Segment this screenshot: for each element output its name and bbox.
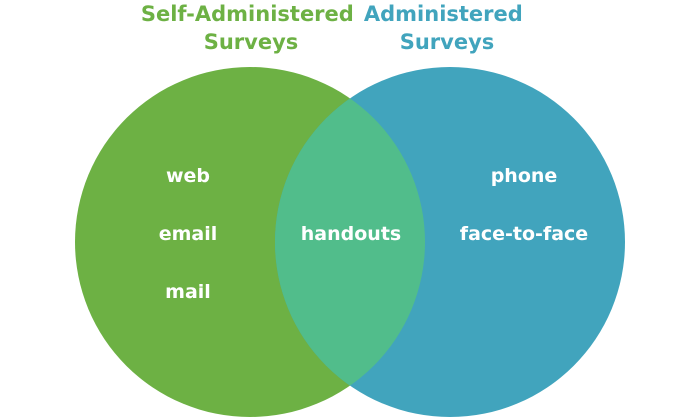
overlap-item-handouts: handouts [301,223,401,245]
left-item-mail: mail [165,281,211,303]
administered-title: Administered Surveys [364,2,530,54]
left-item-web: web [166,165,210,187]
self-administered-title: Self-Administered Surveys [141,2,361,54]
self-administered-title-line2: Surveys [204,30,299,54]
right-item-phone: phone [491,165,558,187]
administered-title-line2: Surveys [400,30,495,54]
self-administered-title-line1: Self-Administered [141,2,354,26]
left-item-email: email [159,223,218,245]
administered-title-line1: Administered [364,2,523,26]
right-item-face-to-face: face-to-face [460,223,588,245]
overlap-region [275,67,425,417]
